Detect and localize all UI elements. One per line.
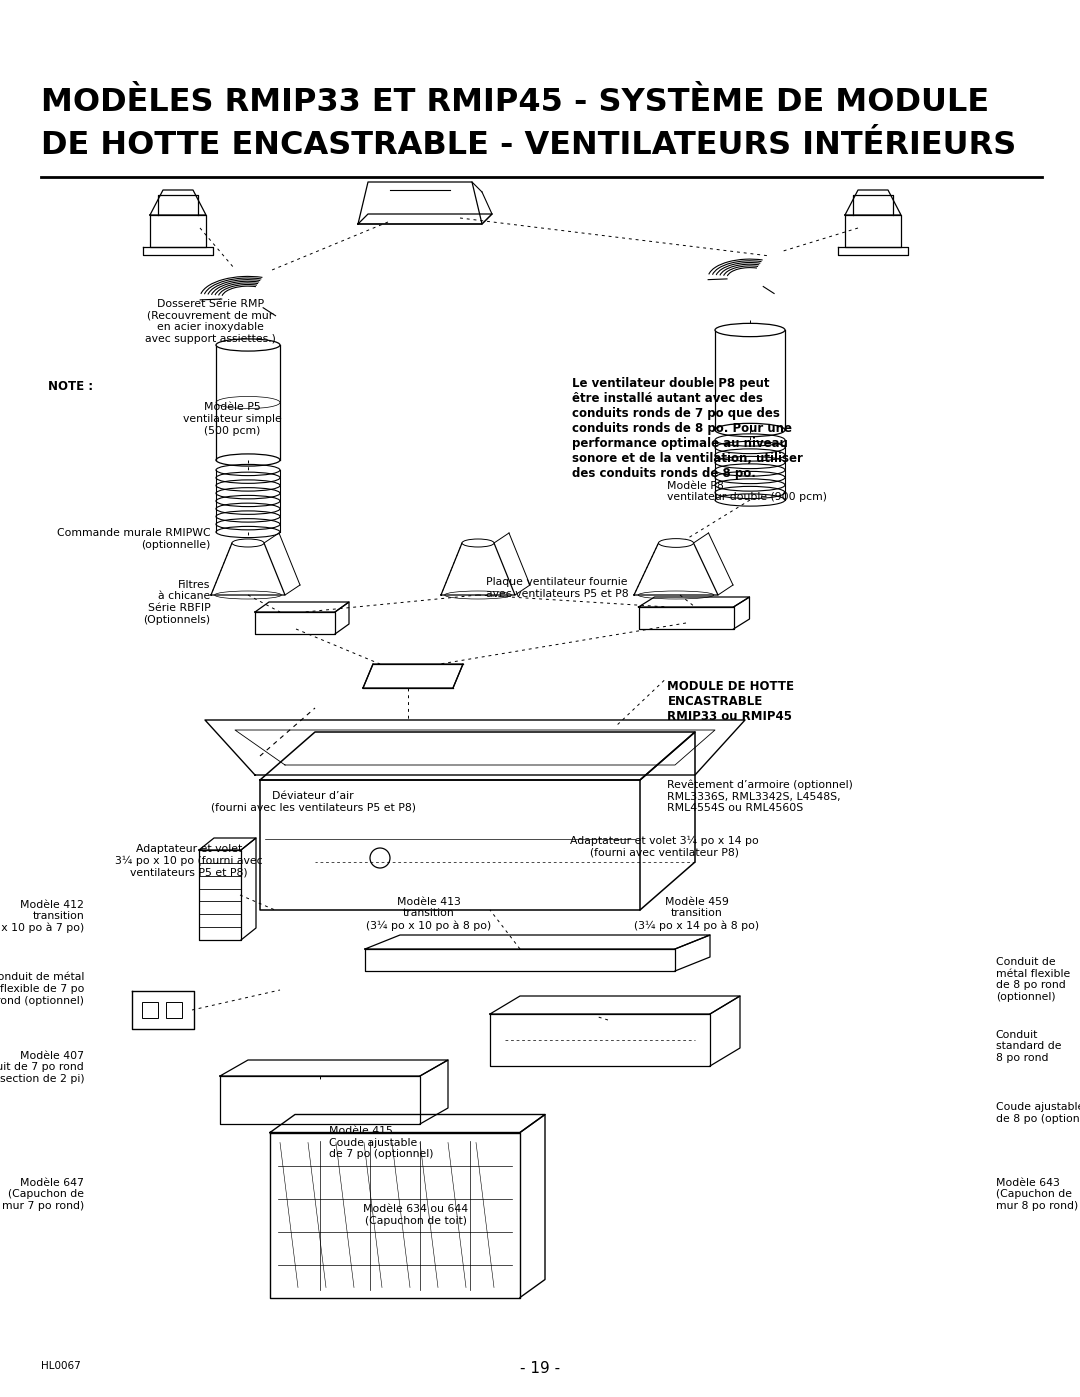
Text: HL0067: HL0067 xyxy=(41,1361,81,1370)
Text: Modèle 647
(Capuchon de
mur 7 po rond): Modèle 647 (Capuchon de mur 7 po rond) xyxy=(2,1178,84,1211)
Ellipse shape xyxy=(216,339,280,351)
Text: Modèle 415
Coude ajustable
de 7 po (optionnel): Modèle 415 Coude ajustable de 7 po (opti… xyxy=(329,1126,434,1160)
Text: Conduit de métal
flexible de 7 po
rond (optionnel): Conduit de métal flexible de 7 po rond (… xyxy=(0,972,84,1006)
Text: DE HOTTE ENCASTRABLE - VENTILATEURS INTÉRIEURS: DE HOTTE ENCASTRABLE - VENTILATEURS INTÉ… xyxy=(41,130,1016,161)
Ellipse shape xyxy=(462,539,494,548)
Text: - 19 -: - 19 - xyxy=(519,1361,561,1376)
Text: Modèle 412
transition
(3¼ po x 10 po à 7 po): Modèle 412 transition (3¼ po x 10 po à 7… xyxy=(0,900,84,933)
Text: Adaptateur et volet 3¼ po x 14 po
(fourni avec ventilateur P8): Adaptateur et volet 3¼ po x 14 po (fourn… xyxy=(570,835,758,858)
Text: Dosseret Série RMP
(Recouvrement de mur
en acier inoxydable
avec support assiett: Dosseret Série RMP (Recouvrement de mur … xyxy=(145,299,276,344)
Text: Plaque ventilateur fournie
avec ventilateurs P5 et P8: Plaque ventilateur fournie avec ventilat… xyxy=(486,577,629,598)
Text: Conduit
standard de
8 po rond: Conduit standard de 8 po rond xyxy=(996,1030,1062,1063)
Ellipse shape xyxy=(659,539,693,548)
Text: Filtres
à chicane
Série RBFIP
(Optionnels): Filtres à chicane Série RBFIP (Optionnel… xyxy=(144,580,211,624)
Text: MODÈLES RMIP33 ET RMIP45 - SYSTÈME DE MODULE: MODÈLES RMIP33 ET RMIP45 - SYSTÈME DE MO… xyxy=(41,87,989,117)
Text: MODULE DE HOTTE
ENCASTRABLE
RMIP33 ou RMIP45: MODULE DE HOTTE ENCASTRABLE RMIP33 ou RM… xyxy=(667,680,795,724)
Text: Modèle P8
ventilateur double (900 pcm): Modèle P8 ventilateur double (900 pcm) xyxy=(667,481,827,502)
Text: Modèle 413
transition
(3¼ po x 10 po à 8 po): Modèle 413 transition (3¼ po x 10 po à 8… xyxy=(366,897,491,930)
Text: NOTE :: NOTE : xyxy=(48,380,93,393)
Ellipse shape xyxy=(232,539,264,548)
Text: Le ventilateur double P8 peut
être installé autant avec des
conduits ronds de 7 : Le ventilateur double P8 peut être insta… xyxy=(572,377,804,481)
Text: Modèle P5
ventilateur simple
(500 pcm): Modèle P5 ventilateur simple (500 pcm) xyxy=(183,402,282,436)
Ellipse shape xyxy=(715,323,785,337)
Text: Modèle 407
(Conduit de 7 po rond
section de 2 pi): Modèle 407 (Conduit de 7 po rond section… xyxy=(0,1051,84,1084)
Text: Conduit de
métal flexible
de 8 po rond
(optionnel): Conduit de métal flexible de 8 po rond (… xyxy=(996,957,1070,1002)
Text: Déviateur d’air
(fourni avec les ventilateurs P5 et P8): Déviateur d’air (fourni avec les ventila… xyxy=(211,791,416,812)
Text: Modèle 643
(Capuchon de
mur 8 po rond): Modèle 643 (Capuchon de mur 8 po rond) xyxy=(996,1178,1078,1211)
Text: Modèle 634 ou 644
(Capuchon de toit): Modèle 634 ou 644 (Capuchon de toit) xyxy=(363,1204,469,1225)
Text: Revêtement d’armoire (optionnel)
RML3336S, RML3342S, L4548S,
RML4554S ou RML4560: Revêtement d’armoire (optionnel) RML3336… xyxy=(667,780,853,813)
Text: Modèle 459
transition
(3¼ po x 14 po à 8 po): Modèle 459 transition (3¼ po x 14 po à 8… xyxy=(634,897,759,930)
Text: Commande murale RMIPWC
(optionnelle): Commande murale RMIPWC (optionnelle) xyxy=(57,528,211,549)
Text: Adaptateur et volet
3¼ po x 10 po (fourni avec
ventilateurs P5 et P8): Adaptateur et volet 3¼ po x 10 po (fourn… xyxy=(116,844,262,877)
Text: Coude ajustable
de 8 po (optionnel): Coude ajustable de 8 po (optionnel) xyxy=(996,1102,1080,1123)
